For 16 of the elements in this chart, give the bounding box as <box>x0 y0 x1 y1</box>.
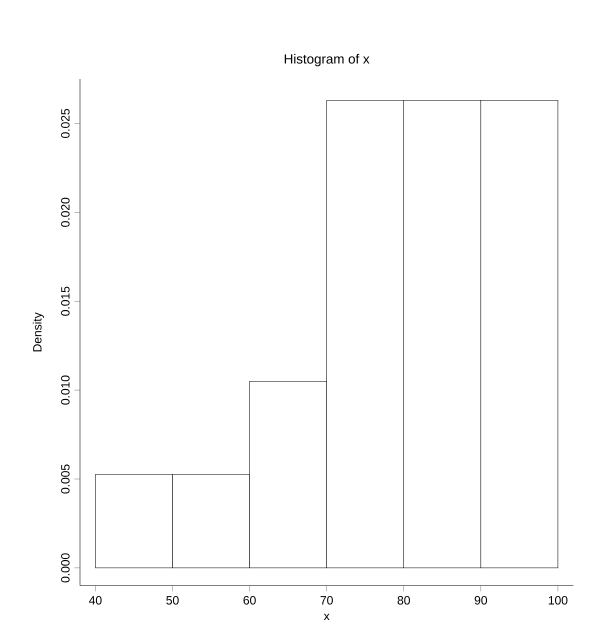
y-tick-label: 0.000 <box>61 553 70 582</box>
chart-title: Histogram of x <box>284 54 370 66</box>
x-tick-label: 100 <box>548 596 568 605</box>
x-tick-label: 90 <box>474 596 488 605</box>
y-tick-label: 0.010 <box>61 376 70 405</box>
y-tick-label: 0.020 <box>61 198 70 227</box>
y-tick-label: 0.005 <box>61 464 70 494</box>
y-tick-label: 0.015 <box>61 286 70 316</box>
x-tick-label: 60 <box>244 596 256 605</box>
x-tick-label: 50 <box>166 596 179 605</box>
x-tick-label: 80 <box>398 596 410 605</box>
x-tick-label: 70 <box>320 596 333 605</box>
x-tick-label: 40 <box>89 596 102 605</box>
y-tick-label: 0.025 <box>61 108 70 138</box>
x-axis-title: x <box>324 614 330 620</box>
y-axis-title: Density <box>32 312 44 352</box>
